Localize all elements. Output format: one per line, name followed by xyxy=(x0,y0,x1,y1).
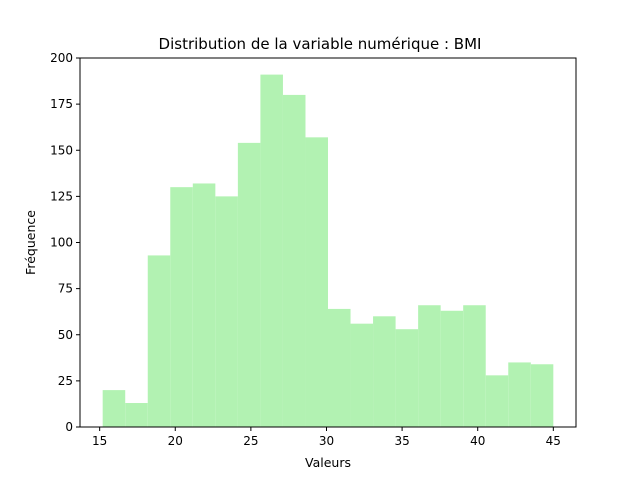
y-tick-label: 50 xyxy=(58,328,73,342)
histogram-bar xyxy=(418,305,441,427)
y-tick-label: 175 xyxy=(50,97,73,111)
y-tick-label: 200 xyxy=(50,51,73,65)
histogram-bar xyxy=(440,310,464,427)
y-tick-label: 125 xyxy=(50,189,73,203)
histogram-bar xyxy=(192,183,216,427)
histogram-bar xyxy=(328,308,351,427)
histogram-bar xyxy=(395,329,419,427)
histogram-bar xyxy=(102,390,126,427)
x-tick-label: 20 xyxy=(168,434,183,448)
x-tick-label: 35 xyxy=(394,434,409,448)
x-tick-label: 15 xyxy=(92,434,107,448)
histogram-bar xyxy=(305,137,328,427)
histogram-bar xyxy=(508,362,531,427)
x-tick-label: 25 xyxy=(243,434,258,448)
histogram-bar xyxy=(170,187,193,427)
y-tick-label: 25 xyxy=(58,374,73,388)
bars-group xyxy=(102,74,554,428)
y-tick-label: 150 xyxy=(50,143,73,157)
histogram-bar xyxy=(260,74,283,427)
x-tick-label: 30 xyxy=(319,434,334,448)
histogram-bar xyxy=(373,316,396,427)
y-axis-ticks: 0 25 50 75 100 125 150 175 200 xyxy=(50,51,80,434)
x-axis-ticks: 15 20 25 30 35 40 45 xyxy=(92,427,561,448)
histogram-bar xyxy=(463,305,486,427)
histogram-bar xyxy=(215,196,238,427)
histogram-bar xyxy=(125,403,148,427)
y-axis-label: Fréquence xyxy=(23,210,38,275)
histogram-bar xyxy=(147,255,171,427)
histogram-bar xyxy=(282,94,306,428)
x-axis-label: Valeurs xyxy=(305,455,351,470)
chart-title: Distribution de la variable numérique : … xyxy=(159,35,482,53)
histogram-bar xyxy=(485,375,509,427)
histogram-bar xyxy=(530,364,554,427)
y-tick-label: 0 xyxy=(65,420,73,434)
y-tick-label: 75 xyxy=(58,282,73,296)
histogram-bar xyxy=(237,142,261,427)
x-tick-label: 40 xyxy=(470,434,485,448)
histogram-bar xyxy=(350,323,374,427)
y-tick-label: 100 xyxy=(50,236,73,250)
x-tick-label: 45 xyxy=(546,434,561,448)
